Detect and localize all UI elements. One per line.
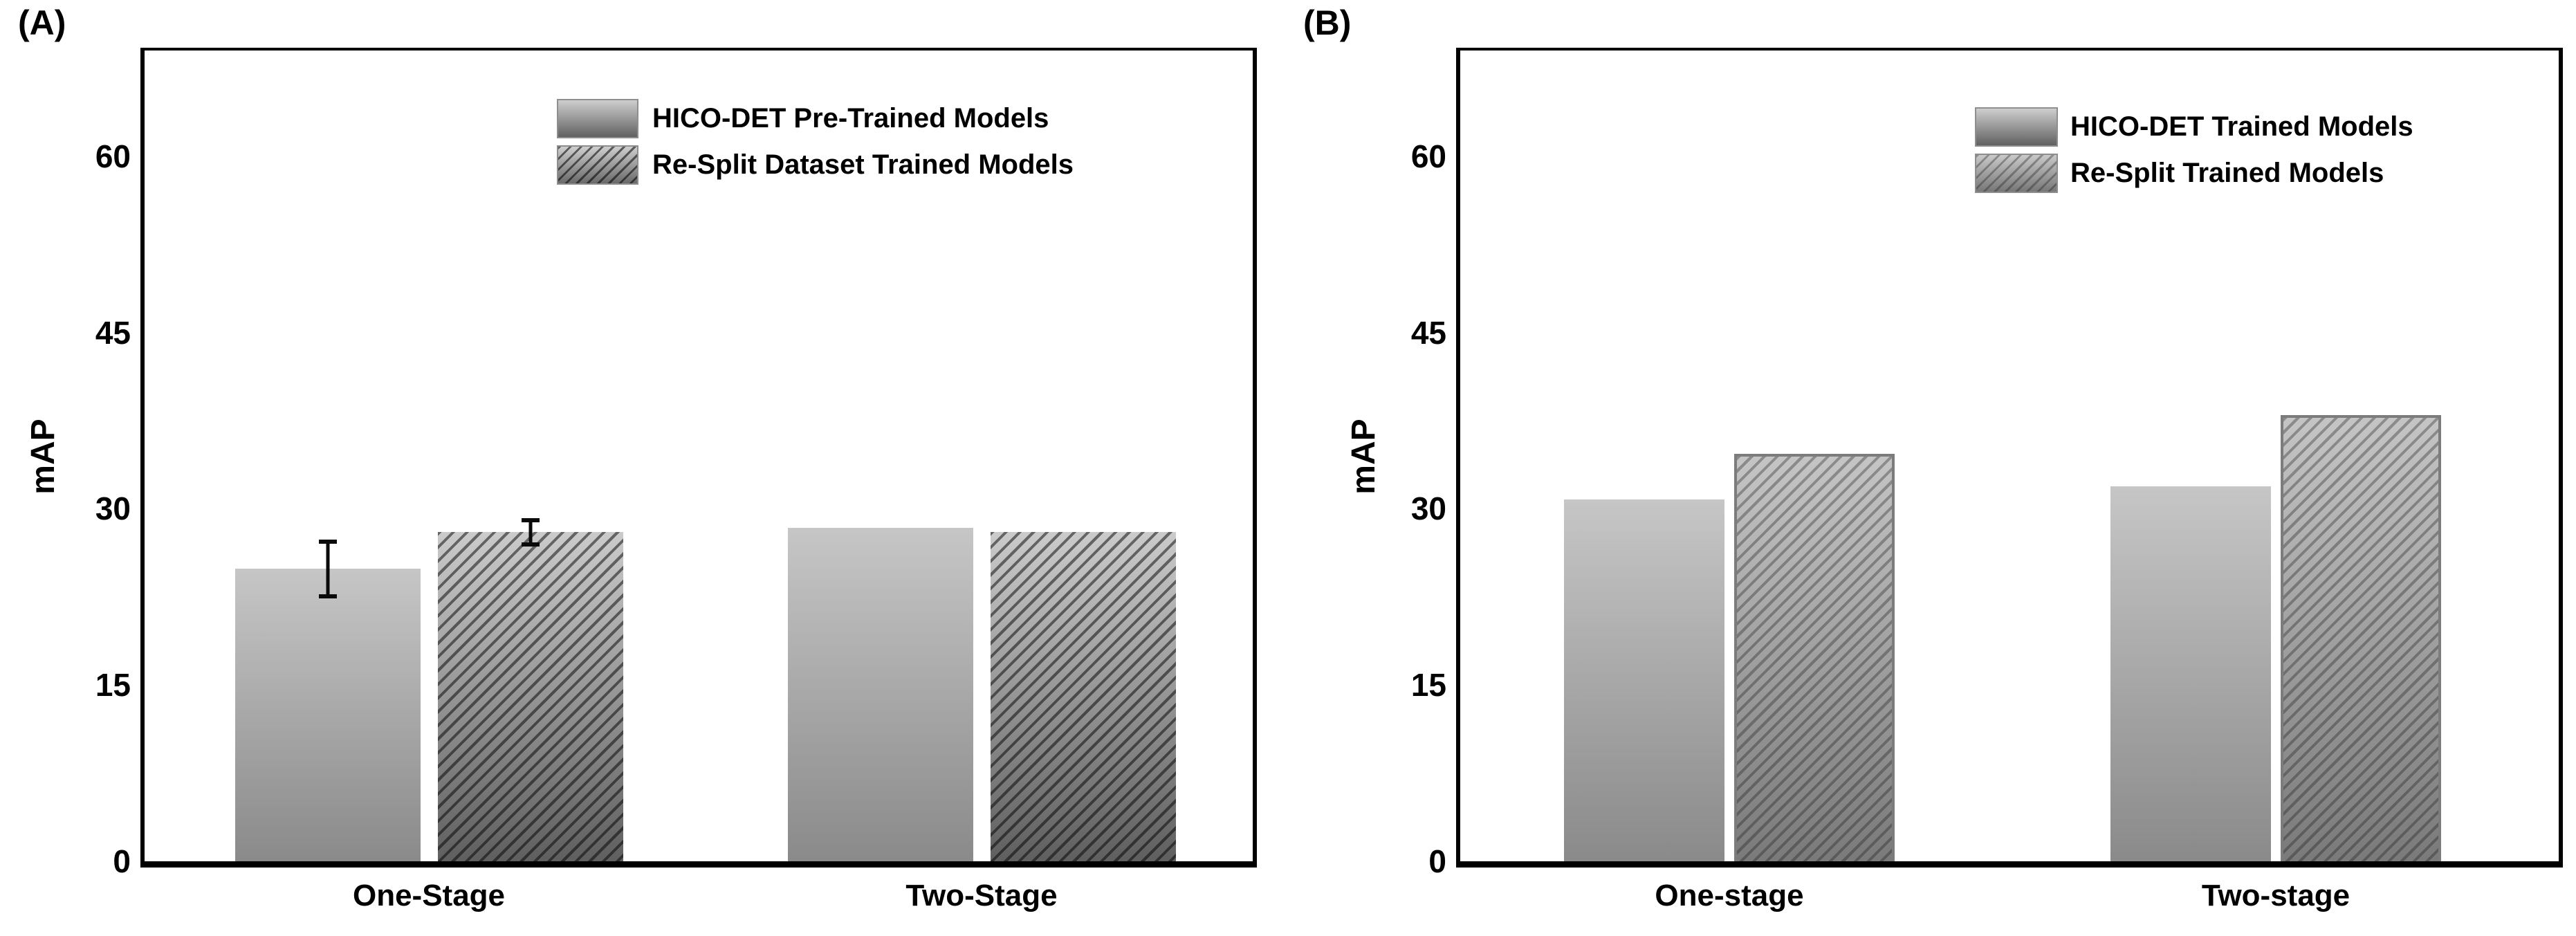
error-bar-line <box>326 540 330 598</box>
legend-item: HICO-DET Pre-Trained Models <box>557 99 1074 138</box>
error-bar-cap-top <box>522 518 540 522</box>
y-tick-label: 15 <box>1410 667 1446 704</box>
legend-label: HICO-DET Pre-Trained Models <box>652 103 1049 134</box>
error-bar <box>319 540 337 598</box>
legend: HICO-DET Pre-Trained Models Re-Split Data… <box>557 99 1074 192</box>
legend-label: Re-Split Trained Models <box>2070 158 2384 188</box>
legend-item: HICO-DET Trained Models <box>1975 107 2413 147</box>
bar-resplit-two-stage <box>991 532 1176 861</box>
legend-swatch-solid <box>557 99 638 138</box>
legend-swatch-hatched <box>1975 154 2058 193</box>
error-bar <box>522 518 540 547</box>
bar-resplit-one-stage <box>1734 454 1895 861</box>
error-bar-line <box>528 518 533 547</box>
bar-hicodet-one-stage <box>1564 499 1724 861</box>
y-tick-label: 45 <box>95 314 131 351</box>
y-tick-label: 30 <box>95 490 131 527</box>
y-tick-label: 15 <box>95 667 131 704</box>
legend-label: Re-Split Dataset Trained Models <box>652 149 1074 180</box>
bar-resplit-two-stage <box>2281 415 2441 861</box>
error-bar-cap-bottom <box>522 542 540 547</box>
bar-hicodet-one-stage <box>235 569 421 861</box>
y-tick-label: 30 <box>1410 490 1446 527</box>
y-tick-label: 60 <box>1410 138 1446 174</box>
x-tick-label: One-Stage <box>352 879 506 912</box>
bar-hicodet-two-stage <box>2110 486 2271 861</box>
legend-item: Re-Split Dataset Trained Models <box>557 145 1074 185</box>
panel-label: (B) <box>1303 3 1352 42</box>
legend: HICO-DET Trained Models Re-Split Trained … <box>1975 107 2413 200</box>
legend-swatch-solid <box>1975 107 2058 147</box>
error-bar-cap-top <box>319 540 337 544</box>
plot-inner-area: HICO-DET Trained Models Re-Split Trained … <box>1460 51 2559 861</box>
x-tick-label: Two-Stage <box>905 879 1058 912</box>
y-tick-label: 0 <box>113 843 131 879</box>
y-tick-label: 60 <box>95 138 131 174</box>
bar-resplit-one-stage <box>438 532 623 861</box>
plot-inner-area: HICO-DET Pre-Trained Models Re-Split Data… <box>145 51 1253 861</box>
legend-item: Re-Split Trained Models <box>1975 154 2413 193</box>
panel-label: (A) <box>18 3 66 42</box>
x-tick-label: Two-stage <box>2201 879 2350 912</box>
error-bar-cap-bottom <box>319 594 337 598</box>
plot-area: HICO-DET Pre-Trained Models Re-Split Data… <box>140 48 1257 868</box>
y-tick-label: 45 <box>1410 314 1446 351</box>
plot-area: HICO-DET Trained Models Re-Split Trained … <box>1456 48 2563 868</box>
y-tick-label: 0 <box>1428 843 1446 879</box>
legend-swatch-hatched <box>557 145 638 185</box>
legend-label: HICO-DET Trained Models <box>2070 111 2413 142</box>
bar-hicodet-two-stage <box>788 528 973 861</box>
x-tick-label: One-stage <box>1655 879 1804 912</box>
